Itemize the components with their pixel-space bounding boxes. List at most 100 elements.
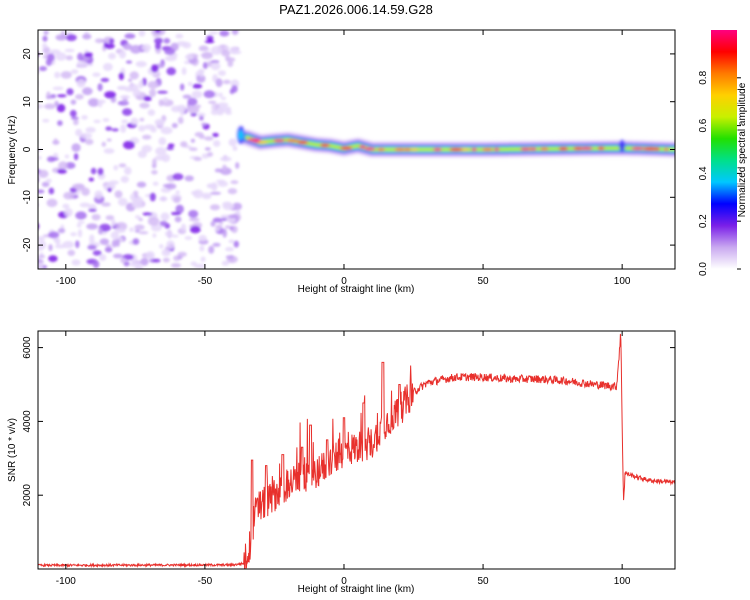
noise-blob	[70, 232, 77, 237]
snr-x-tick-label: 100	[614, 576, 631, 587]
noise-blob	[147, 217, 160, 226]
noise-blob	[189, 218, 200, 222]
noise-blob	[190, 112, 197, 117]
noise-blob	[224, 225, 232, 229]
spectrogram-x-tick-label: 100	[614, 276, 631, 287]
noise-blob	[114, 190, 123, 199]
noise-blob	[67, 249, 76, 256]
noise-blob	[38, 169, 49, 178]
noise-blob	[220, 214, 230, 219]
noise-blob	[65, 55, 73, 61]
noise-blob	[157, 90, 168, 94]
noise-blob	[152, 233, 157, 238]
noise-blob	[113, 253, 123, 259]
noise-blob	[124, 166, 132, 175]
noise-blob	[210, 60, 220, 64]
noise-blob	[198, 134, 205, 140]
noise-blob	[210, 62, 221, 71]
noise-blob	[166, 146, 174, 151]
noise-blob	[69, 109, 77, 118]
noise-blob	[196, 74, 206, 83]
noise-blob	[149, 88, 157, 98]
noise-blob	[207, 151, 213, 157]
noise-blob	[89, 234, 95, 244]
noise-blob	[42, 35, 48, 42]
spectrogram-x-axis-label: Height of straight line (km)	[298, 284, 415, 295]
noise-blob	[166, 240, 175, 250]
noise-blob	[151, 213, 158, 218]
noise-blob	[77, 229, 83, 238]
noise-blob	[198, 45, 209, 51]
noise-blob	[162, 97, 169, 103]
noise-blob	[129, 227, 135, 232]
noise-blob	[151, 170, 158, 175]
tone-band	[237, 126, 675, 158]
noise-blob	[235, 162, 240, 169]
snr-x-tick-label: -100	[56, 576, 76, 587]
tone-hotspot	[360, 145, 366, 149]
noise-blob	[38, 247, 44, 251]
noise-blob	[75, 211, 87, 220]
noise-blob	[134, 229, 140, 233]
noise-blob	[221, 260, 230, 266]
noise-blob	[128, 78, 132, 82]
noise-blob	[193, 263, 206, 269]
snr-y-axis-label: SNR (10 * v/v)	[7, 418, 18, 482]
noise-blob	[201, 51, 213, 60]
noise-blob	[99, 254, 107, 261]
noise-blob	[180, 141, 188, 148]
noise-blob	[187, 81, 193, 87]
snr-frame	[37, 330, 676, 570]
noise-blob	[135, 215, 141, 219]
noise-blob	[103, 43, 115, 49]
noise-blob	[71, 116, 79, 120]
noise-blob	[155, 147, 167, 156]
spectrogram-x-tick-label: 50	[478, 276, 490, 287]
noise-blob	[111, 239, 117, 248]
noise-blob	[213, 140, 221, 147]
noise-blob	[132, 238, 140, 245]
noise-blob	[164, 48, 176, 55]
noise-blob	[227, 60, 234, 67]
noise-blob	[118, 86, 125, 91]
noise-blob	[170, 211, 181, 216]
noise-blob	[181, 67, 187, 75]
noise-blob	[222, 79, 231, 85]
noise-blob	[210, 45, 223, 55]
noise-blob	[55, 52, 67, 61]
noise-blob	[107, 187, 112, 192]
snr-x-tick-label: 50	[478, 576, 490, 587]
noise-blob	[160, 126, 173, 135]
noise-blob	[222, 164, 227, 172]
noise-blob	[115, 238, 121, 247]
noise-blob	[72, 183, 85, 189]
noise-blob	[152, 158, 157, 167]
noise-blob	[94, 190, 103, 199]
spectrogram-x-tick-label: 0	[341, 276, 347, 287]
noise-blob	[172, 173, 184, 181]
noise-blob	[54, 244, 66, 249]
noise-blob	[98, 227, 103, 235]
noise-blob	[65, 34, 77, 42]
noise-blob	[122, 140, 135, 150]
noise-blob	[139, 102, 150, 109]
noise-blob	[81, 115, 88, 120]
noise-blob	[71, 143, 81, 152]
noise-blob	[152, 258, 161, 263]
noise-blob	[212, 217, 223, 223]
noise-blob	[160, 212, 170, 221]
noise-blob	[91, 214, 101, 221]
noise-blob	[93, 119, 101, 124]
noise-blob	[232, 202, 243, 211]
noise-blob	[42, 118, 50, 123]
noise-blob	[216, 107, 225, 114]
noise-blob	[187, 97, 198, 106]
noise-blob	[111, 128, 119, 132]
noise-blob	[138, 125, 146, 132]
snr-panel: -100 -50 0 50 100 2000 4000 6000 Height of str…	[7, 330, 676, 595]
noise-blob	[141, 145, 153, 153]
noise-blob	[120, 124, 127, 133]
noise-blob	[73, 153, 79, 161]
tone-hotspot	[664, 147, 669, 151]
